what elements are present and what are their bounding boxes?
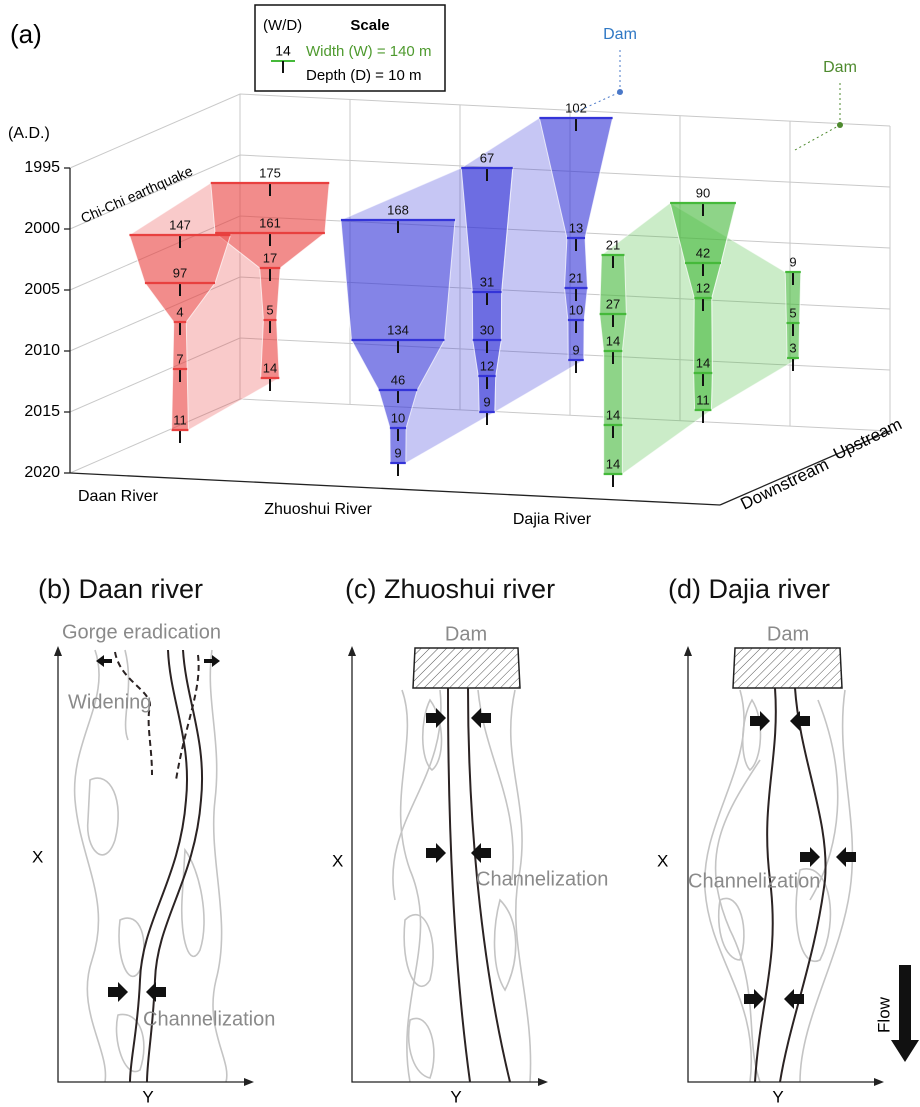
width-label: 46: [391, 372, 405, 387]
year-label: 2005: [24, 281, 60, 298]
annotation: Gorge eradication: [62, 621, 221, 643]
width-label: 134: [387, 322, 409, 337]
scale-title: Scale: [350, 17, 389, 34]
width-label: 97: [173, 265, 187, 280]
width-label: 175: [259, 165, 281, 180]
scale-depth: Depth (D) = 10 m: [306, 67, 421, 84]
axis-label: X: [32, 847, 43, 866]
axis-label: X: [332, 851, 343, 870]
width-label: 21: [569, 270, 583, 285]
flow-label: Flow: [874, 996, 893, 1033]
width-label: 147: [169, 217, 191, 232]
width-label: 12: [696, 280, 710, 295]
annotation: Widening: [68, 691, 151, 713]
width-label: 21: [606, 237, 620, 252]
dam-label: Dam: [603, 26, 637, 43]
scale-sample: 14: [275, 43, 291, 59]
annotation: Dam: [767, 623, 809, 645]
annotation: Channelization: [688, 870, 820, 892]
axis-label: (A.D.): [8, 125, 50, 142]
scale-width: Width (W) = 140 m: [306, 43, 431, 60]
width-label: 27: [606, 296, 620, 311]
width-label: 14: [263, 360, 277, 375]
width-label: 30: [480, 322, 494, 337]
width-label: 9: [572, 342, 579, 357]
year-label: 2010: [24, 342, 60, 359]
width-label: 10: [569, 302, 583, 317]
panel-title: (d) Dajia river: [668, 574, 830, 604]
annotation: Channelization: [143, 1008, 275, 1030]
river-label: Daan River: [78, 488, 159, 505]
scale-header: (W/D): [263, 17, 302, 34]
dam-leader: [795, 125, 840, 150]
width-label: 7: [176, 351, 183, 366]
width-label: 9: [789, 254, 796, 269]
panel-title: (b) Daan river: [38, 574, 203, 604]
axis-label: X: [657, 851, 668, 870]
annotation: Channelization: [476, 868, 608, 890]
axis-label: Y: [772, 1087, 783, 1106]
width-label: 11: [696, 392, 710, 407]
width-label: 5: [266, 302, 273, 317]
width-label: 9: [483, 394, 490, 409]
width-label: 102: [565, 100, 587, 115]
year-label: 2020: [24, 464, 60, 481]
annotation: Dam: [445, 623, 487, 645]
width-label: 161: [259, 215, 281, 230]
width-label: 14: [606, 456, 620, 471]
section-face: [600, 255, 627, 474]
dam-label: Dam: [823, 59, 857, 76]
width-label: 14: [606, 407, 620, 422]
river-label: Zhuoshui River: [264, 501, 372, 518]
axis-label: Y: [450, 1087, 461, 1106]
width-label: 14: [696, 355, 710, 370]
width-label: 42: [696, 245, 710, 260]
year-label: 1995: [24, 159, 60, 176]
axis: [70, 473, 720, 505]
width-label: 3: [789, 340, 796, 355]
width-label: 14: [606, 333, 620, 348]
year-label: 2015: [24, 403, 60, 420]
direction-label: Upstream: [830, 414, 905, 463]
axis-label: Y: [142, 1087, 153, 1106]
year-label: 2000: [24, 220, 60, 237]
figure: 199520002005201020152020 Daan River14797…: [0, 0, 920, 1107]
width-label: 168: [387, 202, 409, 217]
width-label: 11: [173, 412, 187, 427]
dam-marker: [617, 89, 623, 95]
dam-marker: [837, 122, 843, 128]
width-label: 9: [394, 445, 401, 460]
width-label: 31: [480, 274, 494, 289]
width-label: 12: [480, 358, 494, 373]
river-volumes: [129, 118, 800, 474]
width-label: 67: [480, 150, 494, 165]
river-label: Dajia River: [513, 511, 592, 528]
width-label: 4: [176, 304, 183, 319]
panel-title: (c) Zhuoshui river: [345, 574, 555, 604]
direction-label: Downstream: [738, 455, 832, 514]
width-label: 5: [789, 305, 796, 320]
width-label: 10: [391, 410, 405, 425]
width-label: 17: [263, 250, 277, 265]
panel-label: (a): [10, 19, 42, 49]
sketch-c: [348, 646, 548, 1086]
width-label: 13: [569, 220, 583, 235]
width-label: 90: [696, 185, 710, 200]
